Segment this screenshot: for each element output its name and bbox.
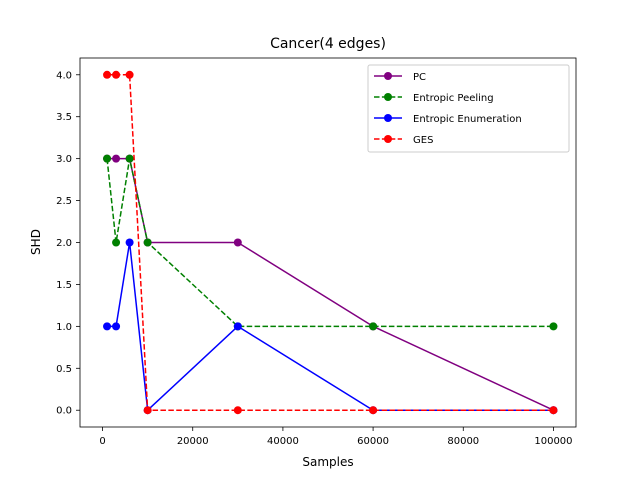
data-point	[549, 406, 558, 415]
data-point	[103, 70, 112, 79]
legend-marker-1	[384, 93, 392, 101]
plot-area: 0 20000 40000 60000 80000 100000 0.0 0.5 1.0 1.5 2…	[56, 57, 577, 447]
x-tick-label: 60000	[357, 436, 389, 447]
data-point	[233, 322, 242, 331]
legend-box	[367, 64, 570, 153]
legend-marker-3	[384, 135, 392, 143]
x-tick-label: 40000	[267, 436, 299, 447]
data-point	[125, 238, 134, 247]
y-tick-label: 3.5	[56, 112, 72, 123]
y-tick-label: 1.5	[56, 280, 72, 291]
data-point	[125, 154, 134, 163]
data-point	[112, 238, 121, 247]
y-tick-label: 3.0	[56, 154, 72, 165]
data-point	[233, 406, 242, 415]
y-tick-label: 4.0	[56, 70, 72, 81]
data-point	[143, 406, 152, 415]
x-tick-label: 80000	[447, 436, 479, 447]
legend: PC Entropic Peeling Entropic Enumeration GE…	[367, 64, 570, 153]
legend-label-1: Entropic Peeling	[413, 93, 494, 104]
data-point	[125, 70, 134, 79]
data-point	[369, 406, 378, 415]
legend-marker-0	[384, 72, 392, 80]
data-point	[112, 154, 121, 163]
y-tick-label: 2.5	[56, 196, 72, 207]
y-axis-label: SHD	[29, 229, 43, 255]
data-point	[103, 322, 112, 331]
y-tick-label: 0.0	[56, 406, 72, 417]
y-tick-label: 0.5	[56, 364, 72, 375]
legend-label-0: PC	[413, 72, 426, 83]
legend-label-3: GES	[413, 135, 433, 146]
y-tick-label: 2.0	[56, 238, 72, 249]
x-tick-label: 20000	[177, 436, 209, 447]
x-axis-label: Samples	[302, 455, 353, 469]
data-point	[549, 322, 558, 331]
data-point	[369, 322, 378, 331]
x-tick-label: 0	[99, 436, 105, 447]
legend-label-2: Entropic Enumeration	[413, 114, 522, 125]
legend-marker-2	[384, 114, 392, 122]
x-tick-label: 100000	[534, 436, 572, 447]
data-point	[112, 70, 121, 79]
y-tick-label: 1.0	[56, 322, 72, 333]
data-point	[233, 238, 242, 247]
data-point	[103, 154, 112, 163]
data-point	[143, 238, 152, 247]
chart-title: Cancer(4 edges)	[270, 36, 386, 52]
data-point	[112, 322, 121, 331]
